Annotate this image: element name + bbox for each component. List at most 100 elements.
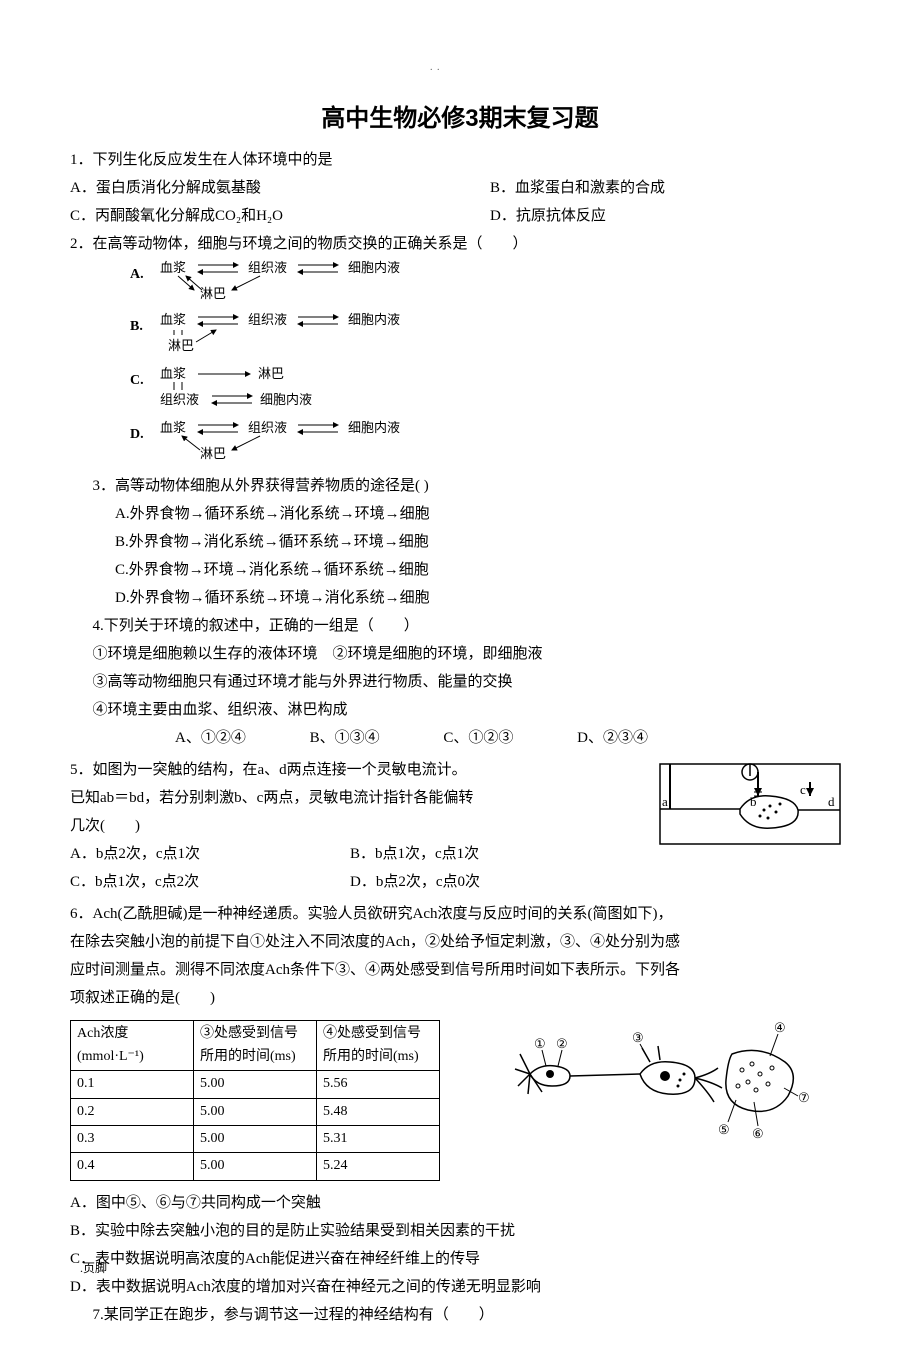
q3-opt-b: B.外界食物→消化系统→循环系统→环境→细胞 — [70, 530, 850, 554]
q6-lbl-6: ⑥ — [752, 1126, 764, 1141]
q4-s2: ③高等动物细胞只有通过环境才能与外界进行物质、能量的交换 — [70, 670, 850, 694]
q2-opt-c: C. 血浆 淋巴 组织液 细胞内液 — [130, 366, 850, 408]
q6-lbl-5: ⑤ — [718, 1122, 730, 1137]
q1-opt-c: C．丙酮酸氧化分解成CO₂和H₂O — [70, 204, 490, 228]
q5-l2: 已知ab＝bd，若分别刺激b、c两点，灵敏电流计指针各能偏转 — [70, 786, 650, 810]
table-row: Ach浓度(mmol·L⁻¹) ③处感受到信号所用的时间(ms) ④处感受到信号… — [71, 1021, 440, 1071]
svg-text:淋巴: 淋巴 — [200, 446, 226, 461]
q2-opt-b: B. 血浆 组织液 细胞内液 淋巴 — [130, 312, 850, 354]
q3-opt-c: C.外界食物→环境→消化系统→循环系统→细胞 — [70, 558, 850, 582]
q5-label-a: a — [662, 794, 668, 809]
q6-opt-a: A．图中⑤、⑥与⑦共同构成一个突触 — [70, 1191, 850, 1215]
q7-stem: 7.某同学正在跑步，参与调节这一过程的神经结构有（ ） — [70, 1303, 850, 1327]
cell: 5.00 — [194, 1125, 317, 1152]
svg-text:组织液: 组织液 — [248, 312, 287, 327]
q5-row2: C．b点1次，c点2次 D．b点2次，c点0次 — [70, 870, 650, 894]
q6-opt-b: B．实验中除去突触小泡的目的是防止实验结果受到相关因素的干扰 — [70, 1219, 850, 1243]
q6-diagram: ① ② ③ ④ ⑤ ⑥ ⑦ — [500, 1014, 820, 1144]
q2-stem: 2．在高等动物体，细胞与环境之间的物质交换的正确关系是（ ） — [70, 232, 850, 256]
table-row: 0.1 5.00 5.56 — [71, 1071, 440, 1098]
cell: 5.24 — [317, 1153, 440, 1180]
q6-l1: 6．Ach(乙酰胆碱)是一种神经递质。实验人员欲研究Ach浓度与反应时间的关系(… — [70, 902, 850, 926]
q2-diagram-c: 血浆 淋巴 组织液 细胞内液 — [160, 366, 500, 408]
q5-label-c: c — [800, 782, 806, 797]
q2-label-a: A. — [130, 260, 160, 286]
q3-stem: 3．高等动物体细胞从外界获得营养物质的途径是( ) — [70, 474, 850, 498]
q4-opt-a: A、①②④ — [175, 730, 246, 746]
text-xibao: 细胞内液 — [348, 260, 400, 275]
q5-label-b: b — [750, 794, 757, 809]
q4-opt-b: B、①③④ — [310, 730, 380, 746]
svg-text:组织液: 组织液 — [160, 392, 199, 407]
q1-opt-d: D．抗原抗体反应 — [490, 204, 606, 228]
q6-lbl-3: ③ — [632, 1030, 644, 1045]
q1-row-ab: A．蛋白质消化分解成氨基酸 B．血浆蛋白和激素的合成 — [70, 176, 850, 200]
q6-th3: ④处感受到信号所用的时间(ms) — [317, 1021, 440, 1071]
q6-lbl-1: ① — [534, 1036, 546, 1051]
cell: 0.2 — [71, 1098, 194, 1125]
cell: 5.31 — [317, 1125, 440, 1152]
q2-diagram: A. 血浆 组织液 细胞内液 淋巴 B. 血浆 组织液 细胞内液 — [130, 260, 850, 462]
q6-lbl-7: ⑦ — [798, 1090, 810, 1105]
q5-l3: 几次( ) — [70, 814, 650, 838]
q5-l1: 5．如图为一突触的结构，在a、d两点连接一个灵敏电流计。 — [70, 758, 650, 782]
cell: 5.00 — [194, 1098, 317, 1125]
q2-opt-a: A. 血浆 组织液 细胞内液 淋巴 — [130, 260, 850, 300]
cell: 5.00 — [194, 1153, 317, 1180]
cell: 0.1 — [71, 1071, 194, 1098]
q2-opt-d: D. 血浆 组织液 细胞内液 淋巴 — [130, 420, 850, 462]
q5-opt-b: B．b点1次，c点1次 — [350, 842, 630, 866]
q4-opts: A、①②④ B、①③④ C、①②③ D、②③④ — [70, 726, 850, 750]
svg-text:细胞内液: 细胞内液 — [348, 312, 400, 327]
svg-text:淋巴: 淋巴 — [168, 338, 194, 353]
q2-label-c: C. — [130, 366, 160, 392]
q4-opt-c: C、①②③ — [443, 730, 513, 746]
q2-diagram-d: 血浆 组织液 细胞内液 淋巴 — [160, 420, 500, 462]
q6-l4: 项叙述正确的是( ) — [70, 986, 850, 1010]
text-linba: 淋巴 — [200, 286, 226, 300]
q6-lbl-2: ② — [556, 1036, 568, 1051]
header-mark: . . — [430, 60, 441, 76]
q4-s1: ①环境是细胞赖以生存的液体环境 ②环境是细胞的环境，即细胞液 — [70, 642, 850, 666]
q6-l3: 应时间测量点。测得不同浓度Ach条件下③、④两处感受到信号所用时间如下表所示。下… — [70, 958, 850, 982]
cell: 5.48 — [317, 1098, 440, 1125]
q3-opt-d: D.外界食物→循环系统→环境→消化系统→细胞 — [70, 586, 850, 610]
cell: 5.56 — [317, 1071, 440, 1098]
q6-table: Ach浓度(mmol·L⁻¹) ③处感受到信号所用的时间(ms) ④处感受到信号… — [70, 1020, 440, 1180]
q6-opt-d: D．表中数据说明Ach浓度的增加对兴奋在神经元之间的传递无明显影响 — [70, 1275, 850, 1299]
q6-th2: ③处感受到信号所用的时间(ms) — [194, 1021, 317, 1071]
q3-opt-a: A.外界食物→循环系统→消化系统→环境→细胞 — [70, 502, 850, 526]
q6-opt-c: C．表中数据说明高浓度的Ach能促进兴奋在神经纤维上的传导 — [70, 1247, 850, 1271]
svg-text:淋巴: 淋巴 — [258, 366, 284, 381]
svg-text:血浆: 血浆 — [160, 420, 186, 435]
q4-opt-d: D、②③④ — [577, 730, 648, 746]
q4-s3: ④环境主要由血浆、组织液、淋巴构成 — [70, 698, 850, 722]
svg-text:血浆: 血浆 — [160, 366, 186, 381]
svg-text:细胞内液: 细胞内液 — [348, 420, 400, 435]
page-title: 高中生物必修3期末复习题 — [70, 100, 850, 138]
q1-row-cd: C．丙酮酸氧化分解成CO₂和H₂O D．抗原抗体反应 — [70, 204, 850, 228]
q6-lbl-4: ④ — [774, 1020, 786, 1035]
q6-l2: 在除去突触小泡的前提下自①处注入不同浓度的Ach，②处给予恒定刺激，③、④处分别… — [70, 930, 850, 954]
text-zuzhi: 组织液 — [248, 260, 287, 275]
svg-text:血浆: 血浆 — [160, 312, 186, 327]
q5-opt-a: A．b点2次，c点1次 — [70, 842, 350, 866]
cell: 5.00 — [194, 1071, 317, 1098]
q6-th1: Ach浓度(mmol·L⁻¹) — [71, 1021, 194, 1071]
svg-text:细胞内液: 细胞内液 — [260, 392, 312, 407]
text-xuejiang: 血浆 — [160, 260, 186, 275]
cell: 0.4 — [71, 1153, 194, 1180]
q2-diagram-b: 血浆 组织液 细胞内液 淋巴 — [160, 312, 500, 354]
q5-opt-d: D．b点2次，c点0次 — [350, 870, 630, 894]
table-row: 0.2 5.00 5.48 — [71, 1098, 440, 1125]
q2-diagram-a: 血浆 组织液 细胞内液 淋巴 — [160, 260, 500, 300]
cell: 0.3 — [71, 1125, 194, 1152]
page-footer: .页脚 — [80, 1259, 107, 1278]
table-row: 0.3 5.00 5.31 — [71, 1125, 440, 1152]
q2-label-d: D. — [130, 420, 160, 446]
svg-text:组织液: 组织液 — [248, 420, 287, 435]
q1-opt-b: B．血浆蛋白和激素的合成 — [490, 176, 665, 200]
q2-label-b: B. — [130, 312, 160, 338]
table-row: 0.4 5.00 5.24 — [71, 1153, 440, 1180]
q5-diagram: a b c d — [650, 754, 850, 854]
